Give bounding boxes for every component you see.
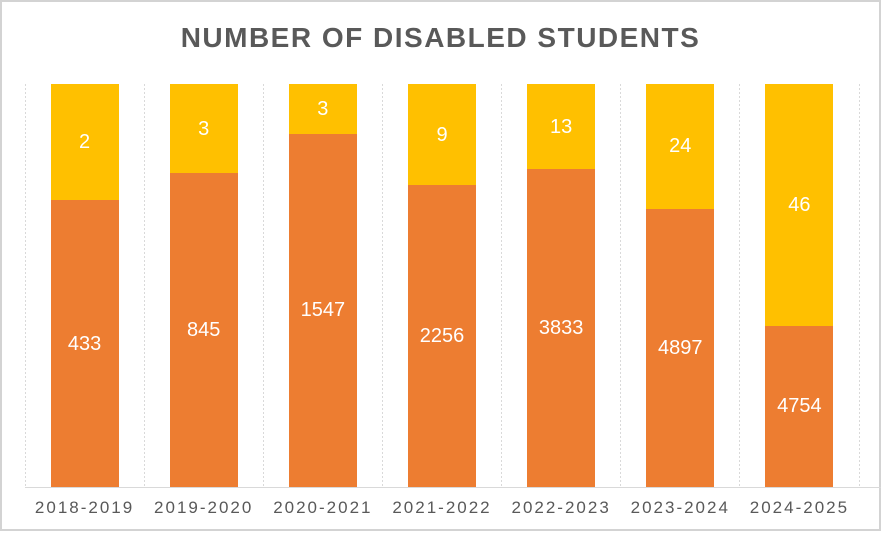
segment-yellow: 13	[527, 84, 596, 170]
data-label-yellow: 24	[669, 135, 692, 158]
segment-yellow: 3	[288, 84, 357, 134]
segment-yellow: 46	[765, 84, 834, 326]
data-label-orange: 4897	[658, 336, 703, 359]
data-label-orange: 433	[67, 332, 102, 355]
data-label-yellow: 3	[317, 97, 329, 120]
segment-orange: 1547	[288, 133, 357, 487]
gridline	[381, 84, 383, 487]
gridline	[501, 84, 503, 487]
bar-2019-2020: 3 845	[169, 84, 238, 487]
data-label-orange: 3833	[538, 317, 584, 340]
gridline	[143, 84, 145, 487]
bar-2018-2019: 2 433	[50, 84, 119, 487]
bar-2023-2024: 24 4897	[646, 84, 715, 487]
x-axis-label: 2020-2021	[273, 498, 373, 517]
gridline	[262, 84, 264, 487]
segment-orange: 845	[169, 173, 238, 487]
data-label-orange: 2256	[419, 325, 465, 348]
gridline	[739, 84, 741, 487]
x-axis-label: 2018-2019	[34, 498, 135, 517]
x-axis-label: 2022-2023	[511, 498, 611, 517]
data-label-yellow: 3	[198, 117, 210, 140]
data-label-orange: 1547	[300, 299, 346, 322]
segment-yellow: 9	[408, 84, 476, 186]
gridline	[620, 84, 622, 487]
data-label-yellow: 46	[788, 193, 811, 216]
gridline	[24, 84, 26, 487]
data-label-orange: 845	[187, 319, 221, 342]
data-label-yellow: 2	[79, 131, 91, 154]
bar-2022-2023: 13 3833	[527, 84, 596, 487]
data-label-yellow: 9	[436, 123, 448, 146]
x-axis-label: 2021-2022	[392, 498, 492, 517]
plot-area: 2 433 3 845 3 1547 9 2256 13 3833 24 4897 46 4754	[24, 84, 860, 487]
data-label-orange: 4754	[777, 395, 822, 418]
x-axis-label: 2019-2020	[154, 498, 254, 517]
segment-orange: 2256	[408, 185, 476, 487]
x-axis-line	[25, 487, 881, 488]
segment-orange: 3833	[527, 169, 596, 487]
segment-orange: 4754	[765, 325, 834, 487]
x-axis-label: 2023-2024	[630, 498, 730, 517]
bar-2020-2021: 3 1547	[288, 84, 357, 487]
chart-title: NUMBER OF DISABLED STUDENTS	[180, 22, 701, 53]
segment-yellow: 3	[169, 84, 238, 174]
data-label-yellow: 13	[550, 115, 573, 138]
bar-2024-2025: 46 4754	[765, 84, 834, 487]
segment-yellow: 24	[646, 84, 715, 209]
segment-orange: 4897	[646, 208, 715, 487]
segment-orange: 433	[50, 200, 119, 487]
x-axis-label: 2024-2025	[749, 498, 850, 517]
gridline	[858, 84, 860, 487]
bar-2021-2022: 9 2256	[408, 84, 476, 487]
segment-yellow: 2	[50, 84, 119, 201]
